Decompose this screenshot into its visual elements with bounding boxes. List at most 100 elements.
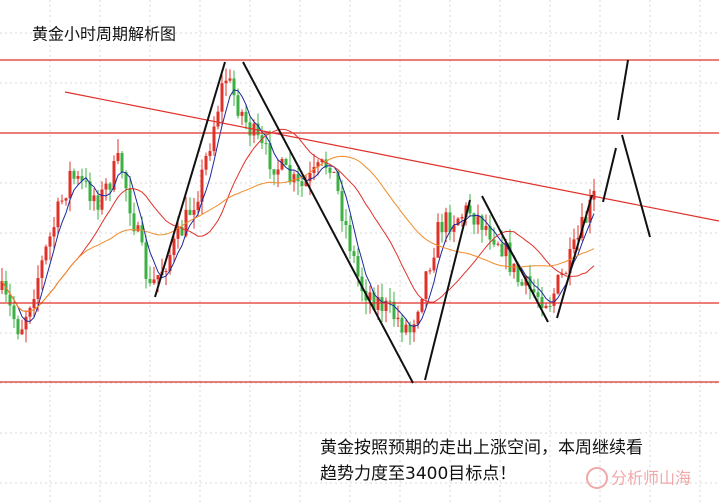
candle-body [556,274,560,294]
candle-body [444,212,448,233]
candle-body [12,305,16,320]
candle-body [348,225,352,252]
candle-body [140,225,144,243]
candle-body [56,201,60,228]
candle-body [204,155,208,170]
candle-body [256,123,260,136]
candle-body [108,183,112,190]
wave-lines [154,59,651,384]
candle-body [120,153,124,173]
candle-body [8,294,12,306]
candle-body [436,222,440,258]
candle-body [372,292,376,310]
candle-body [452,225,456,232]
candle-body [244,111,248,123]
candle-body [72,170,76,179]
candle-body [576,237,580,240]
candle-body [324,159,328,168]
candle-body [552,293,556,306]
candle-body [128,188,132,214]
candle-body [172,238,176,256]
candle-body [532,289,536,293]
candle-body [80,176,84,181]
candle-body [412,324,416,333]
annotation: 趋势力度至3400目标点！ [320,464,516,484]
candle-body [220,83,224,112]
candle-body [136,225,140,232]
candle-body [340,191,344,222]
candle-body [208,151,212,156]
candle-body [508,242,512,273]
candle-body [84,180,88,182]
candle-body [428,270,432,272]
candle-body [64,198,68,201]
candle-body [148,278,152,284]
candle-body [192,209,196,215]
candle-body [104,183,108,190]
candle-body [336,171,340,192]
candle-body [520,282,524,286]
candle-body [396,317,400,320]
candle-body [464,205,468,217]
candle-body [24,316,28,330]
candle-body [276,169,280,175]
candle-body [548,305,552,307]
candle-body [236,95,240,116]
candle-body [380,297,384,311]
watermark: 分析师山海 [611,469,691,488]
candle-body [488,226,492,240]
candle-body [584,216,588,223]
candle-body [352,251,356,257]
candle-body [124,172,128,189]
candle-body [96,195,100,210]
candle-body [460,216,464,219]
candle-body [100,189,104,210]
wave-line [424,199,471,381]
candle-body [232,78,236,96]
candle-body [500,243,504,257]
candle-body [168,255,172,272]
candle-body [432,257,436,271]
candle-body [424,271,428,299]
candle-body [228,78,232,81]
candle-body [448,212,452,232]
candle-body [44,246,48,261]
candle-body [296,174,300,182]
candle-body [504,242,508,257]
candle-body [484,226,488,230]
candle-body [588,199,592,223]
candle-body [60,200,64,202]
candle-body [408,324,412,333]
candle-body [292,174,296,183]
candle-body [68,170,72,199]
projection-line [617,59,629,121]
candle-body [512,263,516,273]
candle-body [224,80,228,84]
candle-body [0,281,4,290]
candle-body [200,169,204,202]
candle-body [180,227,184,236]
candle-body [328,167,332,173]
candle-body [264,143,268,145]
candle-body [112,161,116,190]
candle-body [304,181,308,186]
candle-body [468,205,472,214]
candle-body [176,227,180,239]
projection-line [621,134,651,238]
moving-average [1,128,595,313]
candle-body [416,311,420,325]
candle-body [560,273,564,275]
candle-body [16,319,20,335]
watermark-icon [586,467,608,489]
candle-body [592,190,596,200]
candle-body [400,317,404,333]
candle-body [36,278,40,300]
candle-body [116,153,120,162]
levels [0,59,719,383]
candle-body [332,171,336,173]
chart-title: 黄金小时周期解析图 [32,25,176,44]
candle-body [268,143,272,170]
candle-body [308,172,312,182]
candle-body [272,169,276,175]
